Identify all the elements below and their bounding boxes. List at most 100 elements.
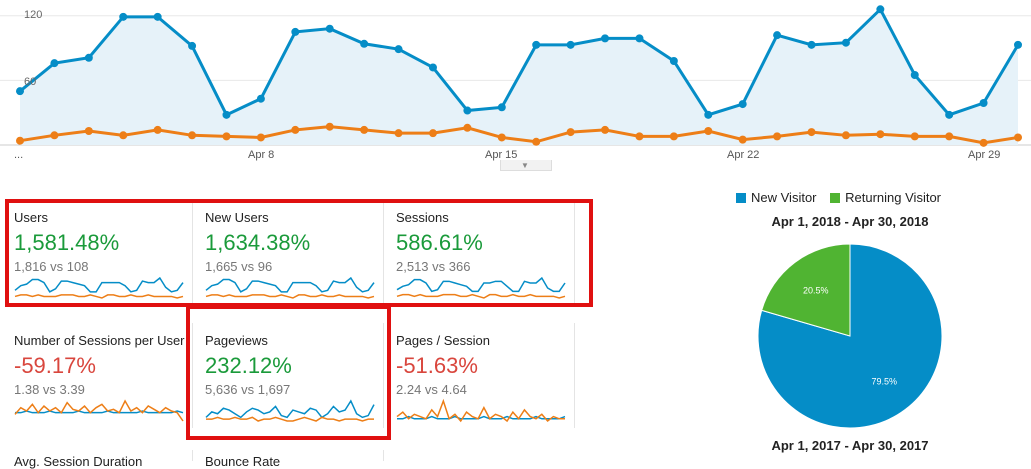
data-point: [497, 103, 506, 112]
metric-change: -59.17%: [14, 353, 96, 378]
sparkline-series: [14, 276, 184, 293]
metric-label-cut: Bounce Rate: [205, 454, 281, 469]
sparkline-series: [14, 294, 184, 299]
legend-item-new-visitor[interactable]: New Visitor: [736, 190, 817, 205]
metric-pageviews[interactable]: Pageviews 232.12% 5,636 vs 1,697: [193, 323, 384, 428]
chevron-down-icon: ▼: [521, 161, 529, 170]
metric-sessions[interactable]: Sessions 586.61% 2,513 vs 366: [384, 200, 575, 305]
data-point: [566, 128, 575, 137]
data-point: [188, 131, 197, 140]
data-point: [360, 125, 369, 134]
metric-label: Sessions: [396, 210, 449, 225]
sparkline-series: [205, 276, 375, 293]
data-point: [841, 38, 850, 47]
metric-label: New Users: [205, 210, 269, 225]
data-point: [16, 136, 24, 145]
data-point: [738, 100, 747, 109]
sparkline-series: [14, 399, 184, 422]
data-point: [325, 24, 334, 33]
data-point: [325, 122, 334, 131]
sparkline: [14, 399, 184, 422]
data-point: [910, 71, 919, 79]
series-line: [19, 6, 1020, 117]
data-point: [566, 40, 575, 49]
metric-change: 1,581.48%: [14, 230, 120, 255]
metric-label: Number of Sessions per User: [14, 333, 185, 348]
y-tick-label: 60: [24, 76, 37, 88]
data-point: [394, 129, 403, 138]
data-point: [222, 132, 231, 141]
metric-comparison: 5,636 vs 1,697: [205, 382, 291, 397]
pie-slice-label: 20.5%: [803, 285, 829, 295]
x-tick-label: Apr 8: [248, 149, 275, 161]
series-line: [19, 125, 1019, 145]
chart-collapse-handle[interactable]: ▼: [500, 160, 552, 171]
data-point: [601, 125, 610, 134]
sparkline: [396, 398, 566, 423]
metric-label: Users: [14, 210, 48, 225]
y-tick-label: 120: [24, 9, 43, 21]
data-point: [463, 106, 472, 115]
metric-change: -51.63%: [396, 353, 478, 378]
data-point: [394, 45, 403, 54]
data-point: [704, 127, 713, 135]
sparkline-series: [205, 294, 375, 299]
metric-label-cut: Avg. Session Duration: [14, 454, 143, 469]
data-point: [669, 132, 678, 141]
metric-comparison: 1,665 vs 96: [205, 259, 273, 274]
data-point: [50, 131, 59, 140]
metric-new-users[interactable]: New Users 1,634.38% 1,665 vs 96: [193, 200, 384, 305]
data-point: [291, 27, 300, 36]
legend-swatch: [830, 193, 841, 203]
metric-users[interactable]: Users 1,581.48% 1,816 vs 108: [2, 200, 193, 305]
data-point: [497, 133, 506, 142]
data-point: [807, 128, 816, 137]
metric-change: 232.12%: [205, 353, 292, 378]
data-point: [84, 53, 93, 62]
metric-change: 586.61%: [396, 230, 483, 255]
x-tick-label: Apr 29: [968, 149, 1001, 161]
data-point: [945, 132, 954, 141]
data-point: [16, 87, 24, 96]
data-point: [876, 130, 885, 139]
sparkline-series: [396, 276, 566, 293]
data-point: [119, 131, 128, 140]
x-tick-label: Apr 22: [727, 149, 760, 161]
data-point: [945, 110, 954, 119]
metric-comparison: 1,816 vs 108: [14, 259, 89, 274]
pie-slice-label: 79.5%: [871, 377, 897, 387]
data-point: [773, 132, 782, 141]
sparkline: [205, 399, 375, 422]
data-point: [256, 133, 265, 142]
sparkline: [205, 276, 375, 299]
metric-label: Pageviews: [205, 333, 268, 348]
visitor-pie-chart: 79.5% 20.5%: [757, 243, 943, 429]
data-point: [532, 40, 541, 49]
data-point: [635, 132, 644, 141]
x-tick-label: ...: [14, 149, 24, 161]
data-point: [807, 40, 816, 49]
data-point: [153, 125, 162, 134]
legend-swatch: [736, 193, 746, 203]
data-point: [188, 41, 197, 50]
sparkline: [14, 276, 184, 299]
data-point: [704, 110, 713, 119]
metric-sessions-per-user[interactable]: Number of Sessions per User -59.17% 1.38…: [2, 323, 193, 428]
data-point: [291, 125, 300, 134]
pie-legend: New Visitor Returning Visitor: [736, 190, 951, 205]
data-point: [50, 59, 59, 68]
data-point: [601, 34, 610, 43]
sparkline-series: [205, 399, 375, 419]
data-point: [773, 31, 782, 40]
data-point: [841, 131, 850, 140]
data-point: [635, 34, 644, 43]
legend-label: Returning Visitor: [845, 190, 942, 205]
data-point: [463, 123, 472, 132]
legend-item-returning-visitor[interactable]: Returning Visitor: [830, 190, 941, 205]
data-point: [428, 63, 437, 72]
data-point: [532, 137, 541, 146]
data-point: [910, 132, 919, 141]
data-point: [222, 110, 231, 119]
metric-pages-per-session[interactable]: Pages / Session -51.63% 2.24 vs 4.64: [384, 323, 575, 428]
data-point: [738, 135, 747, 144]
